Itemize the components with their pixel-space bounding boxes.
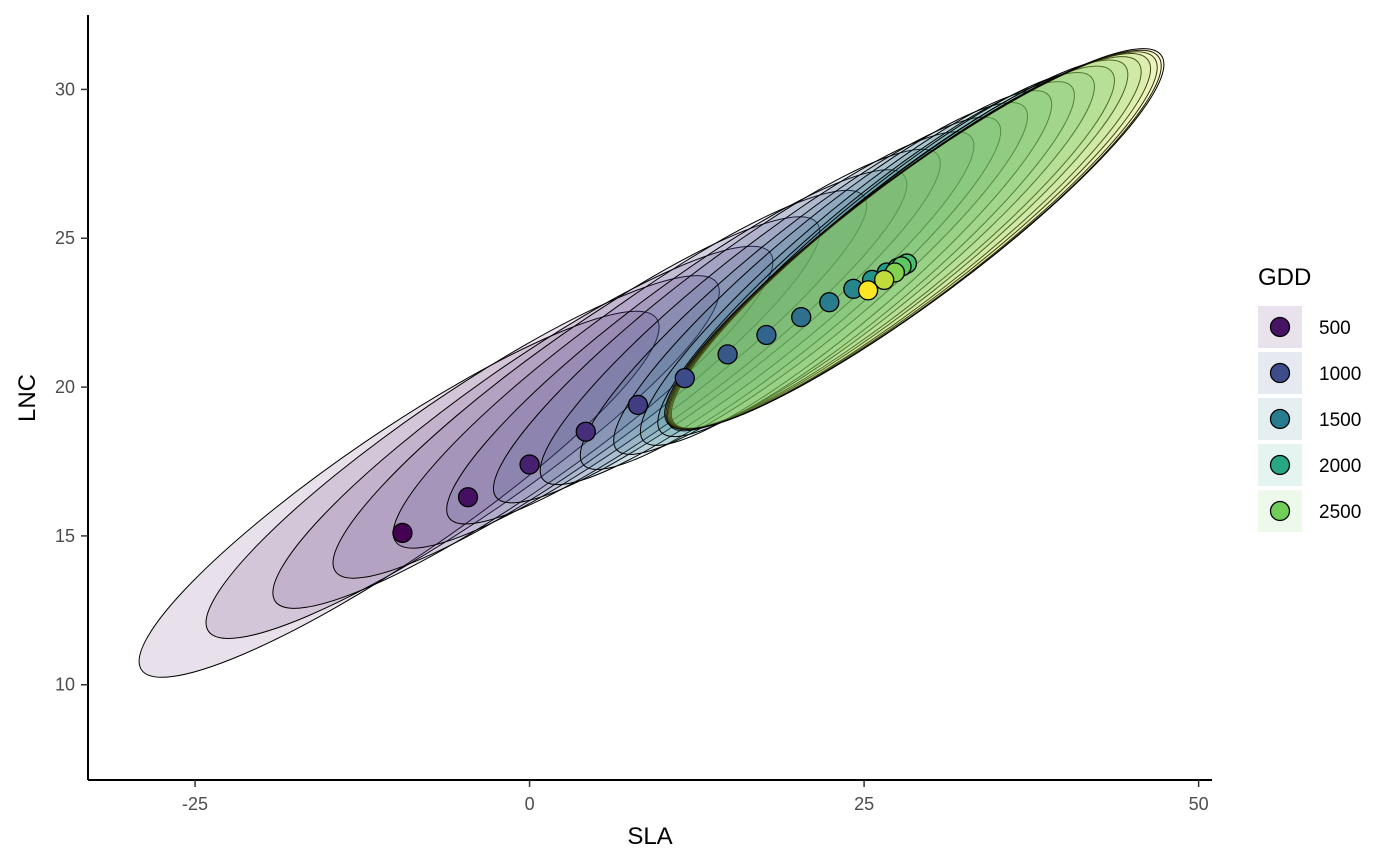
x-tick-label: -25 xyxy=(182,794,208,814)
legend-key-point xyxy=(1269,316,1291,338)
data-point-10 xyxy=(819,292,840,313)
y-axis-title: LNC xyxy=(14,374,41,422)
x-axis-title: SLA xyxy=(627,823,672,850)
ellipse-12 xyxy=(657,81,1075,438)
confidence-ellipses xyxy=(138,48,1165,678)
ellipse-7 xyxy=(492,148,941,504)
data-points xyxy=(392,253,918,544)
legend-label: 2500 xyxy=(1319,502,1361,523)
ellipse-4 xyxy=(332,216,821,579)
ellipse-11 xyxy=(639,90,1053,446)
x-tick-label: 50 xyxy=(1189,794,1209,814)
ellipse-15 xyxy=(670,59,1129,429)
legend: GDD 500 1000 1500 2000 2500 xyxy=(1258,264,1361,532)
legend-key-point xyxy=(1269,500,1291,522)
y-tick-label: 20 xyxy=(55,377,75,397)
legend-title: GDD xyxy=(1258,264,1311,291)
data-point-1 xyxy=(392,522,413,544)
legend-label: 1000 xyxy=(1319,364,1361,385)
legend-label: 1500 xyxy=(1319,410,1361,431)
ellipse-1 xyxy=(138,310,660,678)
legend-label: 2000 xyxy=(1319,456,1361,477)
data-point-3 xyxy=(519,454,540,475)
legend-label: 500 xyxy=(1319,318,1351,339)
data-point-6 xyxy=(674,368,695,389)
ellipse-8 xyxy=(539,131,975,486)
legend-key-point xyxy=(1269,408,1291,430)
legend-key-point xyxy=(1269,362,1291,384)
y-tick-label: 25 xyxy=(55,228,75,248)
y-tick-label: 10 xyxy=(55,675,75,695)
y-tick-label: 30 xyxy=(55,79,75,99)
y-tick-label: 15 xyxy=(55,526,75,546)
data-point-8 xyxy=(756,324,777,346)
data-point-19 xyxy=(874,269,895,291)
data-point-7 xyxy=(717,344,738,365)
ellipse-2 xyxy=(205,275,720,639)
data-point-4 xyxy=(575,421,596,442)
ellipse-10 xyxy=(613,101,1029,455)
x-tick-label: 25 xyxy=(854,794,874,814)
axes: -25 0 25 50 10 15 20 25 30 xyxy=(55,15,1212,814)
data-point-5 xyxy=(627,394,649,416)
ellipse-3 xyxy=(272,245,774,609)
legend-key-point xyxy=(1269,454,1291,476)
x-tick-label: 0 xyxy=(525,794,535,814)
data-point-20 xyxy=(857,280,879,301)
ellipse-20 xyxy=(664,48,1165,430)
data-point-2 xyxy=(457,487,479,508)
data-point-9 xyxy=(791,306,812,328)
